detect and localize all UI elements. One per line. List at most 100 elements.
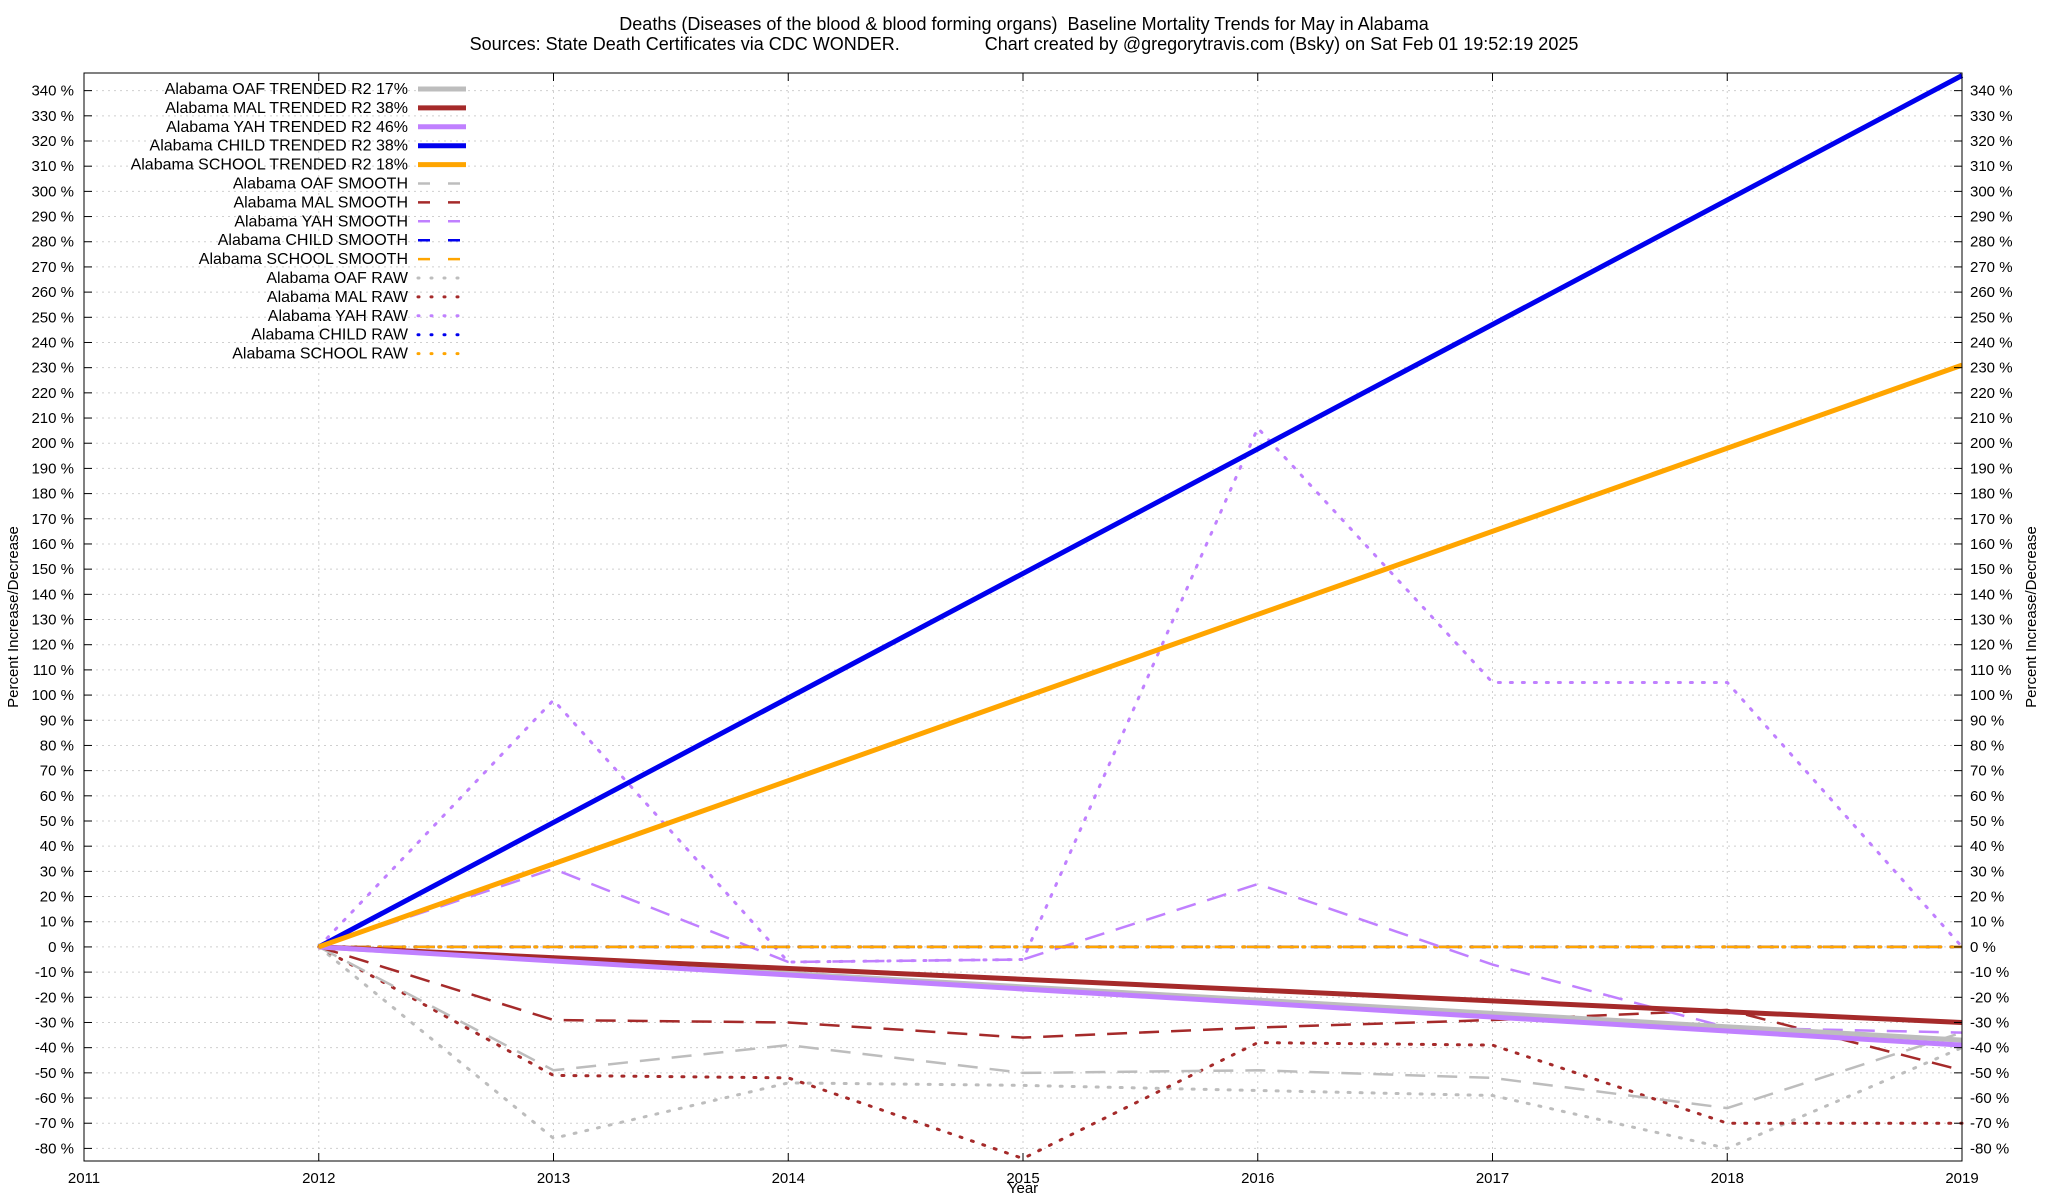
x-tick-label: 2013 [537,1170,570,1187]
y2-tick-label: 40 % [1970,838,2004,855]
y2-tick-label: 230 % [1970,360,2013,377]
y2-tick-label: 300 % [1970,183,2013,200]
y-tick-label: 30 % [40,863,74,880]
x-tick-label: 2011 [68,1170,100,1187]
legend-label: Alabama SCHOOL RAW [232,346,409,363]
x-tick-label: 2018 [1711,1170,1744,1187]
y2-tick-label: 200 % [1970,435,2013,452]
y-tick-label: -30 % [35,1014,74,1031]
y-tick-label: 320 % [31,133,74,150]
legend-label: Alabama CHILD RAW [251,327,409,344]
x-tick-label: 2012 [302,1170,335,1187]
legend-label: Alabama MAL TRENDED R2 38% [165,100,408,117]
y2-tick-label: 160 % [1970,536,2013,553]
y-tick-label: 210 % [31,410,74,427]
y-tick-label: 300 % [31,183,74,200]
y-tick-label: 250 % [31,309,74,326]
legend-label: Alabama CHILD TRENDED R2 38% [150,138,408,155]
y-tick-label: 180 % [31,486,74,503]
y-tick-label: -20 % [35,989,74,1006]
y-tick-label: 340 % [31,83,74,100]
y2-tick-label: 220 % [1970,385,2013,402]
y2-tick-label: 340 % [1970,83,2013,100]
y2-tick-label: -20 % [1970,989,2009,1006]
y-tick-label: -80 % [35,1140,74,1157]
y2-tick-label: 150 % [1970,561,2013,578]
legend-label: Alabama MAL RAW [267,289,409,306]
y-tick-label: 120 % [31,637,74,654]
series-line-3 [317,73,1964,950]
y2-tick-label: 170 % [1970,511,2013,528]
x-tick-label: 2017 [1476,1170,1509,1187]
legend-label: Alabama MAL SMOOTH [233,194,408,211]
y2-tick-label: 240 % [1970,334,2013,351]
y2-tick-label: -60 % [1970,1090,2009,1107]
y2-tick-label: 180 % [1970,486,2013,503]
y2-tick-label: 280 % [1970,234,2013,251]
y-tick-label: -40 % [35,1040,74,1057]
x-tick-label: 2015 [1006,1170,1039,1187]
y2-tick-label: 260 % [1970,284,2013,301]
y2-tick-label: 20 % [1970,889,2004,906]
axis-ticks: 2011 2012 2013 2014 2015 2016 2017 2018 2019 -80 … [31,73,2013,1187]
y2-tick-label: 120 % [1970,637,2013,654]
series-line-4 [317,362,1963,950]
y-tick-label: 150 % [31,561,74,578]
y-tick-label: 10 % [40,914,74,931]
y-tick-label: 330 % [31,108,74,125]
y-tick-label: 110 % [33,662,74,679]
x-tick-label: 2016 [1241,1170,1274,1187]
y-tick-label: 230 % [31,360,74,377]
series-layer [317,73,1964,1160]
series-line-1 [318,944,1963,1025]
y2-tick-label: 90 % [1970,712,2004,729]
y-tick-label: 200 % [31,435,74,452]
legend-label: Alabama CHILD SMOOTH [218,232,408,249]
y-tick-label: 130 % [31,612,74,629]
series-line-7 [318,867,1963,1034]
y-tick-label: 310 % [31,158,74,175]
chart-title: Deaths (Diseases of the blood & blood fo… [619,14,1429,34]
legend-label: Alabama YAH SMOOTH [234,213,408,230]
y-tick-label: 240 % [31,334,74,351]
y-tick-label: -60 % [35,1090,74,1107]
y-tick-label: 70 % [40,763,74,780]
legend-label: Alabama OAF TRENDED R2 17% [165,81,408,98]
y2-tick-label: -50 % [1970,1065,2009,1082]
y2-tick-label: 10 % [1970,914,2004,931]
y2-tick-label: 70 % [1970,763,2004,780]
y2-tick-label: 320 % [1970,133,2013,150]
y-tick-label: -10 % [35,964,74,981]
y2-axis-label: Percent Increase/Decrease [2023,526,2040,708]
y-tick-label: 290 % [31,209,74,226]
y2-tick-label: 210 % [1970,410,2013,427]
grid-lines [83,73,1963,1161]
y2-tick-label: 60 % [1970,788,2004,805]
series-line-12 [317,426,1964,964]
x-tick-label: 2014 [772,1170,805,1187]
series-line-6 [318,945,1963,1072]
y2-tick-label: 100 % [1970,687,2013,704]
x-axis-label: Year [1008,1180,1038,1197]
y2-tick-label: -70 % [1970,1115,2009,1132]
y2-tick-label: -30 % [1970,1014,2009,1031]
legend-label: Alabama YAH TRENDED R2 46% [166,119,408,136]
y-tick-label: 0 % [48,939,74,956]
y-tick-label: 190 % [31,460,74,477]
y2-tick-label: 290 % [1970,209,2013,226]
y2-tick-label: 110 % [1970,662,2011,679]
y-axis-label: Percent Increase/Decrease [5,526,22,708]
y-tick-label: 40 % [40,838,74,855]
y-tick-label: 160 % [31,536,74,553]
y-tick-label: 170 % [31,511,74,528]
y2-tick-label: -40 % [1970,1040,2009,1057]
y2-tick-label: 130 % [1970,612,2013,629]
y-tick-label: 50 % [40,813,74,830]
y-tick-label: -50 % [35,1065,74,1082]
y2-tick-label: 0 % [1970,939,1996,956]
legend-label: Alabama OAF RAW [266,270,409,287]
y-tick-label: 280 % [31,234,74,251]
legend-label: Alabama OAF SMOOTH [233,176,408,193]
y2-tick-label: -80 % [1970,1140,2009,1157]
chart-subtitle: Sources: State Death Certificates via CD… [469,34,1579,54]
